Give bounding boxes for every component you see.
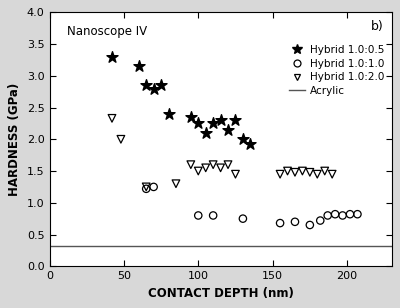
- Point: [158, 83, 164, 88]
- Text: b): b): [371, 20, 384, 33]
- Point: [307, 222, 313, 227]
- Point: [292, 170, 298, 175]
- Point: [136, 64, 142, 69]
- Point: [240, 137, 246, 142]
- Point: [195, 213, 202, 218]
- Legend: Hybrid 1.0:0.5, Hybrid 1.0:1.0, Hybrid 1.0:2.0, Acrylic: Hybrid 1.0:0.5, Hybrid 1.0:1.0, Hybrid 1…: [287, 43, 386, 98]
- Point: [143, 184, 149, 189]
- Point: [232, 172, 239, 177]
- Point: [332, 212, 338, 217]
- Point: [150, 86, 157, 91]
- Point: [188, 162, 194, 167]
- Point: [314, 172, 320, 177]
- Point: [339, 213, 346, 218]
- Point: [307, 170, 313, 175]
- Point: [143, 186, 149, 191]
- Point: [210, 213, 216, 218]
- Point: [347, 212, 353, 217]
- Point: [324, 213, 331, 218]
- Point: [109, 54, 115, 59]
- Point: [225, 162, 231, 167]
- Point: [284, 168, 291, 173]
- X-axis label: CONTACT DEPTH (nm): CONTACT DEPTH (nm): [148, 287, 294, 300]
- Point: [165, 111, 172, 116]
- Point: [354, 212, 361, 217]
- Point: [150, 184, 157, 189]
- Point: [317, 218, 324, 223]
- Point: [195, 168, 202, 173]
- Point: [202, 131, 209, 136]
- Point: [195, 121, 202, 126]
- Point: [240, 216, 246, 221]
- Point: [329, 172, 335, 177]
- Point: [277, 172, 283, 177]
- Point: [210, 162, 216, 167]
- Point: [277, 221, 283, 225]
- Point: [202, 165, 209, 170]
- Point: [143, 83, 149, 88]
- Point: [225, 127, 231, 132]
- Point: [299, 168, 306, 173]
- Text: Nanoscope IV: Nanoscope IV: [67, 25, 147, 38]
- Point: [173, 181, 179, 186]
- Y-axis label: HARDNESS (GPa): HARDNESS (GPa): [8, 83, 21, 196]
- Point: [217, 165, 224, 170]
- Point: [210, 121, 216, 126]
- Point: [118, 137, 124, 142]
- Point: [217, 118, 224, 123]
- Point: [232, 118, 239, 123]
- Point: [322, 168, 328, 173]
- Point: [188, 115, 194, 120]
- Point: [109, 116, 115, 121]
- Point: [247, 141, 254, 146]
- Point: [292, 219, 298, 224]
